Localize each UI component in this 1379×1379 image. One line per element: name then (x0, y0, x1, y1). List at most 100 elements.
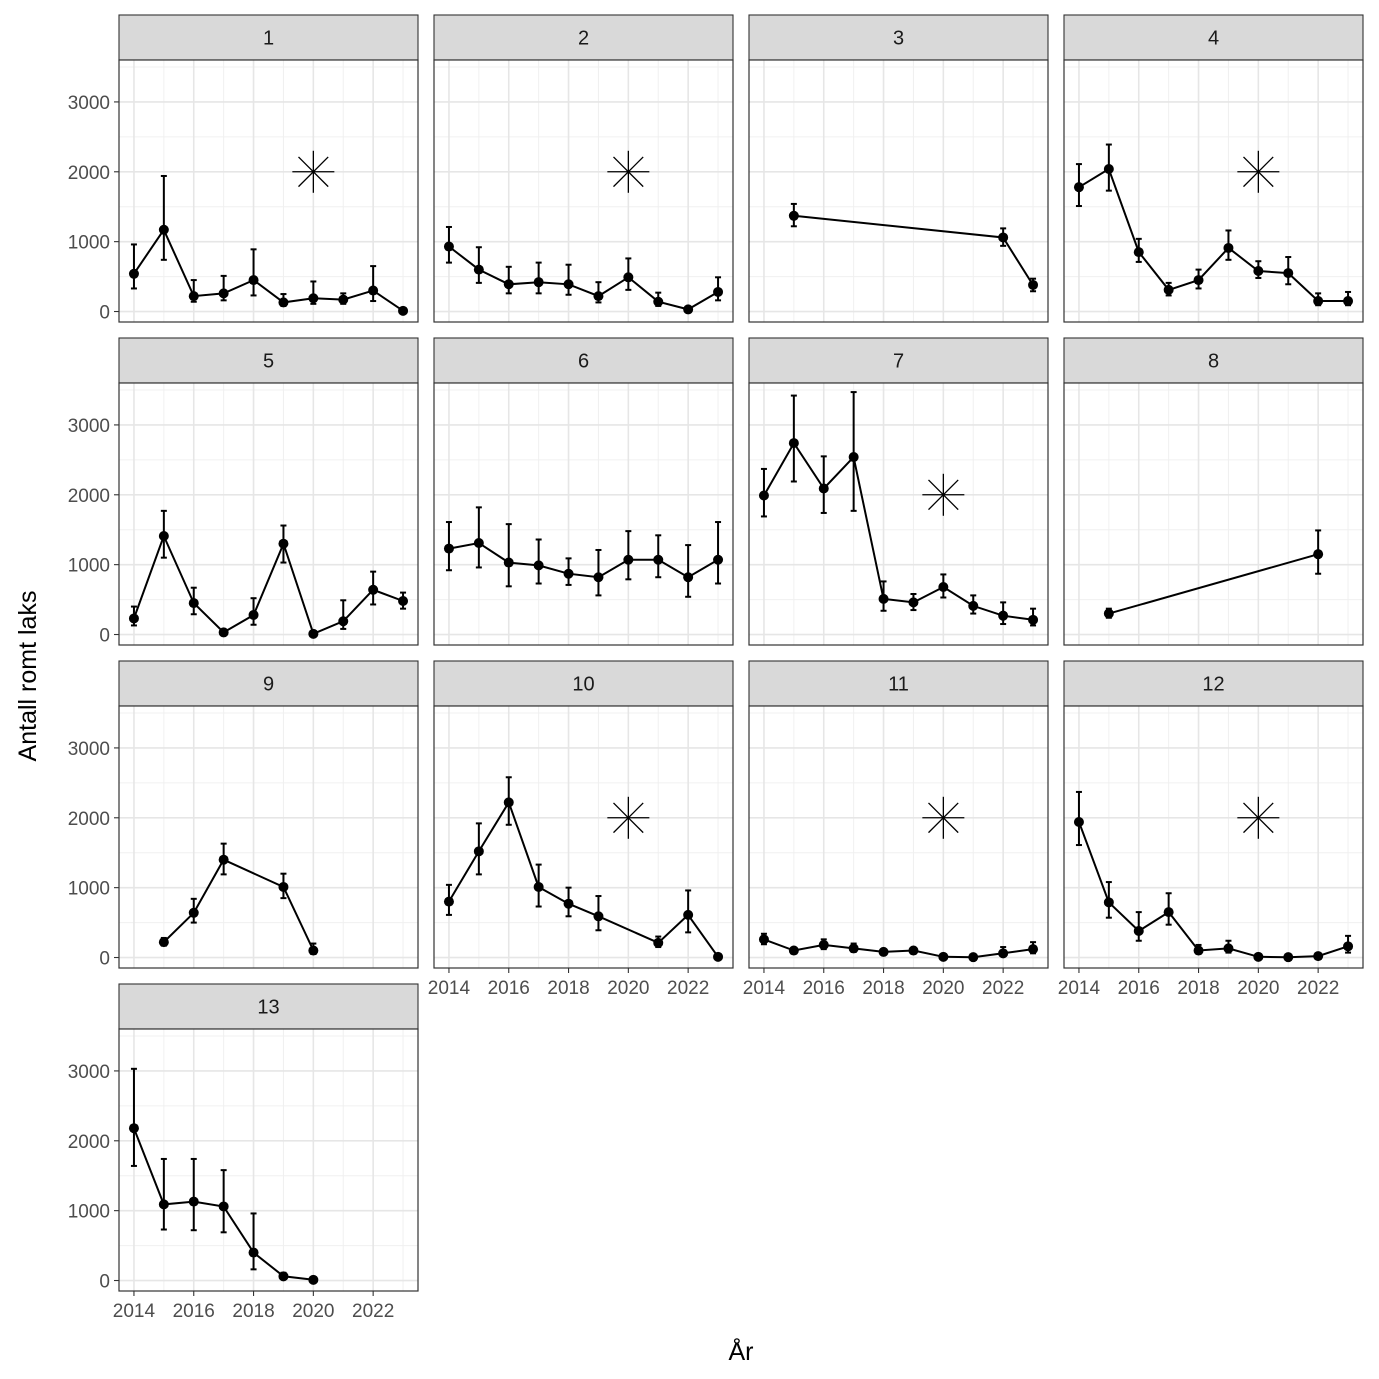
data-point (503, 797, 514, 808)
data-point (278, 1271, 289, 1282)
panel-3: 3 (748, 14, 1049, 323)
data-point (248, 275, 259, 286)
series-line (1078, 167, 1348, 302)
series-line (132, 533, 404, 636)
data-point (593, 911, 604, 922)
data-point (278, 297, 289, 308)
data-point (1253, 951, 1264, 962)
asterisk-marker (607, 796, 650, 839)
panel-9: 9 0 1000 2000 3000 (68, 660, 419, 970)
panel-13: 13 0 1000 2000 3000 2014 2016 2018 2020 2022 (68, 983, 419, 1322)
data-point (1193, 945, 1204, 956)
asterisk-stroke (1243, 156, 1274, 188)
data-point (653, 554, 664, 565)
facet-strip (1063, 337, 1364, 384)
data-point (218, 288, 229, 299)
x-tick-label: 2020 (1237, 978, 1279, 999)
y-tick-label: 0 (99, 303, 110, 324)
asterisk-marker (1237, 150, 1280, 193)
plot-area (434, 706, 733, 968)
panel-border (1063, 705, 1364, 969)
data-point (278, 881, 289, 892)
series-line (763, 938, 1034, 959)
data-point (908, 945, 919, 956)
data-point (188, 291, 199, 302)
data-point (1343, 296, 1354, 307)
data-point (563, 568, 574, 579)
y-tick-label: 3000 (68, 1062, 110, 1083)
data-point (1343, 941, 1354, 952)
data-point (308, 293, 319, 304)
data-point (1103, 163, 1114, 174)
data-point (1073, 182, 1084, 193)
y-tick-label: 3000 (68, 739, 110, 760)
data-point (1103, 897, 1114, 908)
facet-label: 4 (1208, 28, 1219, 50)
data-point (503, 279, 514, 290)
facet-label: 7 (893, 351, 904, 373)
y-tick-label: 2000 (68, 1132, 110, 1153)
data-point (308, 1274, 319, 1285)
data-point (158, 1199, 169, 1210)
x-tick-label: 2022 (982, 978, 1024, 999)
data-point (683, 304, 694, 315)
panel-border (118, 59, 419, 323)
data-point (1163, 907, 1174, 918)
facet-strip (748, 660, 1049, 707)
x-tick-label: 2016 (488, 978, 530, 999)
data-point (1163, 284, 1174, 295)
x-tick-label: 2020 (922, 978, 964, 999)
panel-12: 12 2014 2016 2018 2020 2022 (1058, 660, 1364, 999)
asterisk-stroke (1243, 802, 1274, 834)
series-line (1108, 553, 1319, 615)
y-tick-label: 1000 (68, 233, 110, 254)
data-point (998, 232, 1009, 243)
plot-area (434, 383, 733, 645)
data-point (788, 210, 799, 221)
panel-8: 8 (1063, 337, 1364, 646)
x-tick-label: 2014 (428, 978, 471, 999)
facet-label: 9 (263, 674, 274, 696)
data-point (848, 943, 859, 954)
facet-strip (1063, 660, 1364, 707)
x-tick-label: 2014 (113, 1301, 156, 1322)
y-tick-label: 2000 (68, 163, 110, 184)
x-tick-label: 2016 (173, 1301, 215, 1322)
x-tick-label: 2018 (862, 978, 904, 999)
plot-area (749, 706, 1048, 968)
facet-label: 3 (893, 28, 904, 50)
panel-border (433, 705, 734, 969)
data-point (908, 597, 919, 608)
data-point (308, 945, 319, 956)
data-point (158, 937, 169, 948)
data-point (1133, 247, 1144, 258)
panel-border (748, 59, 1049, 323)
data-point (533, 277, 544, 288)
y-tick-label: 0 (99, 949, 110, 970)
data-point (158, 531, 169, 542)
data-point (443, 543, 454, 554)
x-tick-label: 2022 (667, 978, 709, 999)
asterisk-stroke (928, 802, 959, 834)
panel-border (433, 382, 734, 646)
data-point (218, 627, 229, 638)
data-point (998, 948, 1009, 959)
data-point (848, 452, 859, 463)
y-tick-label: 0 (99, 1272, 110, 1293)
data-point (818, 939, 829, 950)
panel-border (748, 382, 1049, 646)
data-point (188, 907, 199, 918)
data-point (818, 483, 829, 494)
facet-label: 10 (572, 674, 594, 696)
data-point (248, 1247, 259, 1258)
facet-strip (118, 660, 419, 707)
data-point (623, 272, 634, 283)
asterisk-marker (292, 150, 335, 193)
y-tick-label: 0 (99, 626, 110, 647)
data-point (1103, 608, 1114, 619)
y-axis-title: Antall romt laks (14, 591, 42, 762)
facet-strip (433, 14, 734, 61)
plot-area (1064, 60, 1363, 322)
plot-area (119, 383, 418, 645)
